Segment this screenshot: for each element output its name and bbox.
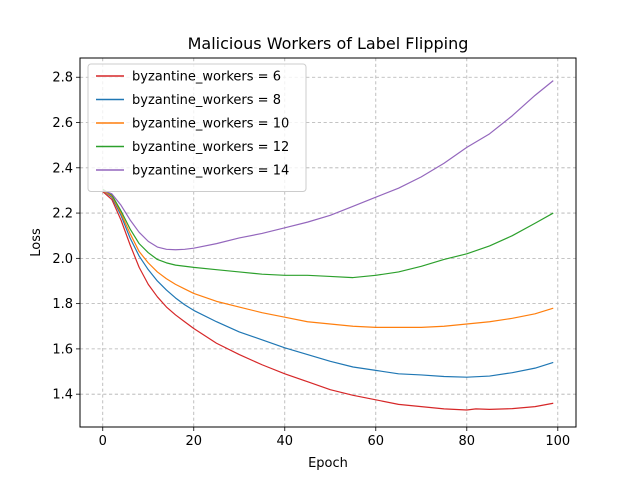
legend-entry-2: byzantine_workers = 8	[132, 93, 281, 108]
x-tick-label: 20	[185, 434, 202, 449]
x-tick-label: 40	[276, 434, 293, 449]
legend: byzantine_workers = 6 byzantine_workers =…	[87, 63, 307, 192]
x-tick-label: 60	[368, 434, 385, 449]
y-tick-label: 2.8	[52, 71, 73, 86]
series-line-1	[102, 191, 554, 411]
legend-entry-4: byzantine_workers = 12	[132, 140, 289, 155]
x-tick-label: 80	[459, 434, 476, 449]
series-line-2	[102, 189, 554, 378]
y-tick-label: 1.8	[52, 297, 73, 312]
legend-entry-1: byzantine_workers = 6	[132, 70, 281, 85]
y-tick-label: 1.4	[52, 388, 73, 403]
plot-frame	[79, 57, 577, 428]
legend-entry-5: byzantine_workers = 14	[132, 164, 289, 179]
axis-ticks: 0 20 40 60 80 100 1.4 1.6 1.8 2.0 2.2 2.4 2.6 2.8	[52, 71, 570, 449]
series-line-4	[102, 188, 554, 279]
y-tick-label: 1.6	[52, 342, 73, 357]
y-tick-label: 2.2	[52, 207, 73, 222]
x-tick-label: 100	[545, 434, 570, 449]
chart-title: Malicious Workers of Label Flipping	[188, 34, 469, 53]
y-tick-label: 2.0	[52, 252, 73, 267]
x-axis-label: Epoch	[308, 456, 348, 471]
x-tick-label: 0	[99, 434, 107, 449]
series-line-3	[102, 189, 554, 328]
y-tick-label: 2.4	[52, 161, 73, 176]
series-lines	[102, 80, 554, 411]
y-axis-label: Loss	[29, 228, 44, 257]
legend-box	[87, 63, 307, 192]
y-tick-label: 2.6	[52, 116, 73, 131]
legend-entry-3: byzantine_workers = 10	[132, 117, 289, 132]
series-line-5	[102, 80, 554, 251]
